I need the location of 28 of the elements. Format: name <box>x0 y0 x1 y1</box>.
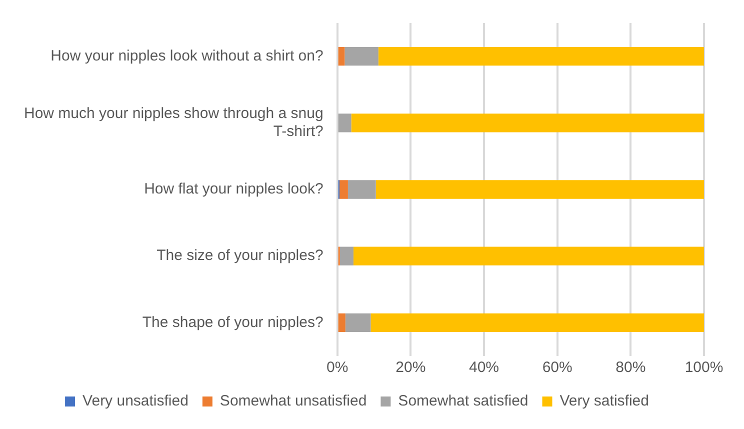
y-tick-label: The size of your nipples? <box>156 247 324 264</box>
bar <box>338 114 352 132</box>
bar <box>348 180 376 199</box>
bar <box>370 313 704 332</box>
legend-label: Somewhat unsatisfied <box>220 392 367 410</box>
y-tick-label: The shape of your nipples? <box>142 314 324 331</box>
bar <box>338 313 346 332</box>
x-tick-label: 100% <box>684 359 724 376</box>
legend-label: Very satisfied <box>560 392 649 410</box>
x-tick-label: 40% <box>468 359 500 376</box>
legend-label: Very unsatisfied <box>82 392 188 410</box>
bar <box>376 180 704 199</box>
bar <box>340 246 354 266</box>
bar <box>338 46 345 66</box>
y-tick-label: How flat your nipples look? <box>144 180 324 198</box>
x-tick-label: 60% <box>542 359 572 376</box>
bar <box>340 180 348 199</box>
x-tick-label: 0% <box>326 359 348 376</box>
bar <box>353 246 704 266</box>
y-tick-label: How much your nipples show through a snug T-shirt? <box>24 105 324 140</box>
x-tick-label: 20% <box>396 359 426 376</box>
bar <box>344 46 378 66</box>
bar <box>345 313 371 332</box>
bar <box>351 114 704 132</box>
legend-label: Somewhat satisfied <box>398 392 528 410</box>
x-tick-label: 80% <box>616 359 646 376</box>
y-tick-label: How your nipples look without a shirt on? <box>50 47 324 64</box>
bar <box>378 46 704 66</box>
